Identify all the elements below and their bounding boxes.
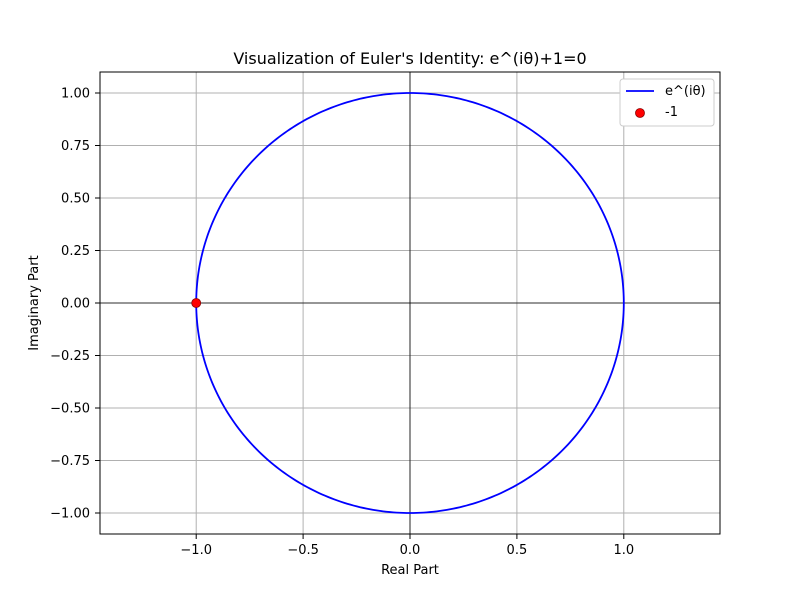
x-tick-label: 0.0 [400, 543, 421, 558]
y-tick-label: −0.50 [50, 402, 90, 417]
x-axis-ticks: −1.0 −0.5 0.0 0.5 1.0 [180, 534, 634, 558]
y-tick-label: 1.00 [61, 87, 90, 102]
legend-label-point: -1 [665, 105, 678, 120]
y-tick-label: 0.25 [61, 244, 90, 259]
y-axis-label: Imaginary Part [27, 255, 42, 350]
x-tick-label: −1.0 [180, 543, 212, 558]
y-tick-label: 0.50 [61, 192, 90, 207]
chart-title: Visualization of Euler's Identity: e^(iθ… [233, 49, 586, 68]
legend: e^(iθ) -1 [619, 78, 715, 127]
y-tick-label: −1.00 [50, 507, 90, 522]
y-tick-label: 0.75 [61, 139, 90, 154]
plot-area [99, 71, 721, 535]
y-axis-ticks: −1.00 −0.75 −0.50 −0.25 0.00 0.25 0.50 0.75 1.00 [50, 87, 100, 522]
zero-axis-lines [100, 72, 720, 534]
x-axis-label: Real Part [381, 563, 439, 578]
y-tick-label: −0.75 [50, 454, 90, 469]
x-tick-label: 0.5 [507, 543, 528, 558]
y-tick-label: −0.25 [50, 349, 90, 364]
x-tick-label: −0.5 [287, 543, 319, 558]
legend-label-circle: e^(iθ) [665, 84, 706, 99]
legend-point-swatch [635, 108, 645, 118]
series-layer [191, 92, 625, 514]
y-tick-label: 0.00 [61, 297, 90, 312]
point-negative-one [191, 298, 202, 308]
x-tick-label: 1.0 [613, 543, 634, 558]
